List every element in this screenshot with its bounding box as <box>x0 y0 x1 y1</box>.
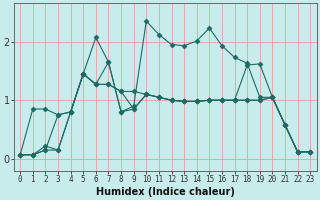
X-axis label: Humidex (Indice chaleur): Humidex (Indice chaleur) <box>96 187 235 197</box>
